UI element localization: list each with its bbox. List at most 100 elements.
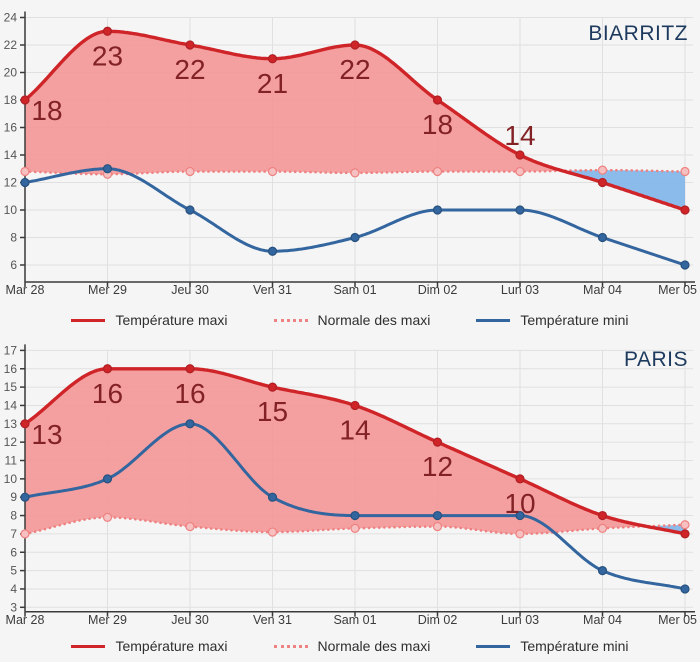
maxi-point[interactable] <box>102 26 113 36</box>
mini-line-swatch <box>476 644 511 648</box>
normale-point[interactable] <box>267 527 278 537</box>
x-tick-label: Mar 28 <box>6 613 45 627</box>
legend-label-maxi: Température maxi <box>115 312 228 328</box>
legend-biarritz: Température maxi Normale des maxi Tempér… <box>0 300 700 340</box>
chart-title-biarritz: BIARRITZ <box>588 22 688 45</box>
normale-point[interactable] <box>20 529 30 539</box>
normale-point[interactable] <box>597 165 608 175</box>
mini-point[interactable] <box>185 419 195 429</box>
y-tick-label: 8 <box>10 231 17 245</box>
mini-point[interactable] <box>432 205 443 215</box>
normale-point[interactable] <box>515 166 525 177</box>
mini-point[interactable] <box>20 177 30 188</box>
y-tick-label: 22 <box>4 38 18 52</box>
maxi-value-label: 16 <box>92 378 123 409</box>
maxi-point[interactable] <box>432 95 443 105</box>
maxi-value-label: 14 <box>504 120 535 151</box>
normale-point[interactable] <box>597 523 608 533</box>
warm-area-fill <box>25 368 685 534</box>
y-tick-label: 24 <box>4 11 18 25</box>
normale-point[interactable] <box>267 166 278 177</box>
maxi-point[interactable] <box>432 437 443 447</box>
x-tick-label: Lun 03 <box>501 283 539 297</box>
axes <box>20 11 695 287</box>
mini-point[interactable] <box>432 510 443 521</box>
mini-point[interactable] <box>515 205 525 215</box>
normale-point[interactable] <box>680 520 690 530</box>
legend-label-normale: Normale des maxi <box>317 312 431 328</box>
paris-plot: 3 4 5 6 7 8 9 10 11 12 13 14 15 16 17 Mar 28 Mer 29 Jeu 3… <box>4 343 697 627</box>
normale-point[interactable] <box>515 529 525 539</box>
y-tick-label: 11 <box>5 454 18 468</box>
mini-point[interactable] <box>102 474 113 484</box>
maxi-point[interactable] <box>597 177 608 188</box>
maxi-point[interactable] <box>680 529 690 539</box>
x-tick-label: Dim 02 <box>418 283 458 297</box>
maxi-point[interactable] <box>20 419 30 429</box>
maxi-point[interactable] <box>350 40 360 50</box>
maxi-point[interactable] <box>185 40 195 50</box>
legend-label-normale: Normale des maxi <box>317 638 431 654</box>
y-tick-label: 9 <box>10 490 17 504</box>
normale-point[interactable] <box>350 168 360 178</box>
maxi-value-label: 10 <box>504 488 535 519</box>
y-tick-label: 14 <box>4 398 18 412</box>
x-tick-label: Jeu 30 <box>171 613 209 627</box>
maxi-point[interactable] <box>350 400 360 411</box>
mini-point[interactable] <box>102 164 113 174</box>
chart-block-biarritz: BIARRITZ 6 8 10 12 14 16 18 20 22 24 Mar 28 Mer 29 J… <box>0 11 700 340</box>
mini-point[interactable] <box>20 492 30 502</box>
maxi-point[interactable] <box>185 364 195 374</box>
warm-area-fill <box>25 31 685 175</box>
maxi-value-label: 18 <box>31 95 62 126</box>
x-tick-label: Dim 02 <box>418 613 458 627</box>
x-tick-label: Ven 31 <box>253 283 292 297</box>
y-tick-label: 12 <box>4 435 18 449</box>
mini-point[interactable] <box>597 232 608 243</box>
normale-point[interactable] <box>102 512 113 522</box>
maxi-point[interactable] <box>267 54 278 64</box>
mini-point[interactable] <box>680 260 690 270</box>
normale-point[interactable] <box>20 166 30 177</box>
normale-point[interactable] <box>432 521 443 532</box>
maxi-point[interactable] <box>515 150 525 160</box>
maxi-point[interactable] <box>20 95 30 105</box>
normale-point[interactable] <box>680 166 690 177</box>
mini-point[interactable] <box>680 584 690 594</box>
maxi-value-label: 13 <box>31 419 62 450</box>
maxi-value-label: 21 <box>257 68 288 99</box>
x-tick-label: Jeu 30 <box>171 283 209 297</box>
normale-point[interactable] <box>185 166 195 177</box>
maxi-point[interactable] <box>680 205 690 215</box>
mini-point[interactable] <box>267 246 278 256</box>
normale-line <box>23 168 687 176</box>
x-tick-label: Mer 05 <box>658 613 697 627</box>
y-tick-label: 10 <box>4 472 18 486</box>
maxi-value-label: 16 <box>174 378 205 409</box>
mini-point[interactable] <box>350 510 360 521</box>
mini-point[interactable] <box>185 205 195 215</box>
mini-point[interactable] <box>597 566 608 576</box>
normale-point[interactable] <box>185 521 195 532</box>
y-tick-label: 13 <box>4 417 18 431</box>
y-tick-label: 10 <box>4 203 18 217</box>
x-tick-label: Mer 05 <box>658 283 697 297</box>
normale-point[interactable] <box>432 166 443 177</box>
maxi-point[interactable] <box>597 510 608 521</box>
x-tick-label: Mar 28 <box>6 283 45 297</box>
legend-label-maxi: Température maxi <box>115 638 228 654</box>
x-tick-label: Mar 04 <box>583 283 622 297</box>
maxi-point[interactable] <box>102 364 113 374</box>
maxi-point[interactable] <box>515 474 525 484</box>
y-tick-label: 6 <box>10 258 17 272</box>
mini-point[interactable] <box>515 510 525 521</box>
x-tick-label: Ven 31 <box>253 613 292 627</box>
legend-item-maxi: Température maxi <box>71 638 228 654</box>
maxi-point[interactable] <box>267 382 278 392</box>
mini-point[interactable] <box>267 492 278 502</box>
y-tick-label: 8 <box>10 509 17 523</box>
y-tick-label: 4 <box>10 582 17 596</box>
normale-point[interactable] <box>350 523 360 533</box>
mini-point[interactable] <box>350 232 360 243</box>
